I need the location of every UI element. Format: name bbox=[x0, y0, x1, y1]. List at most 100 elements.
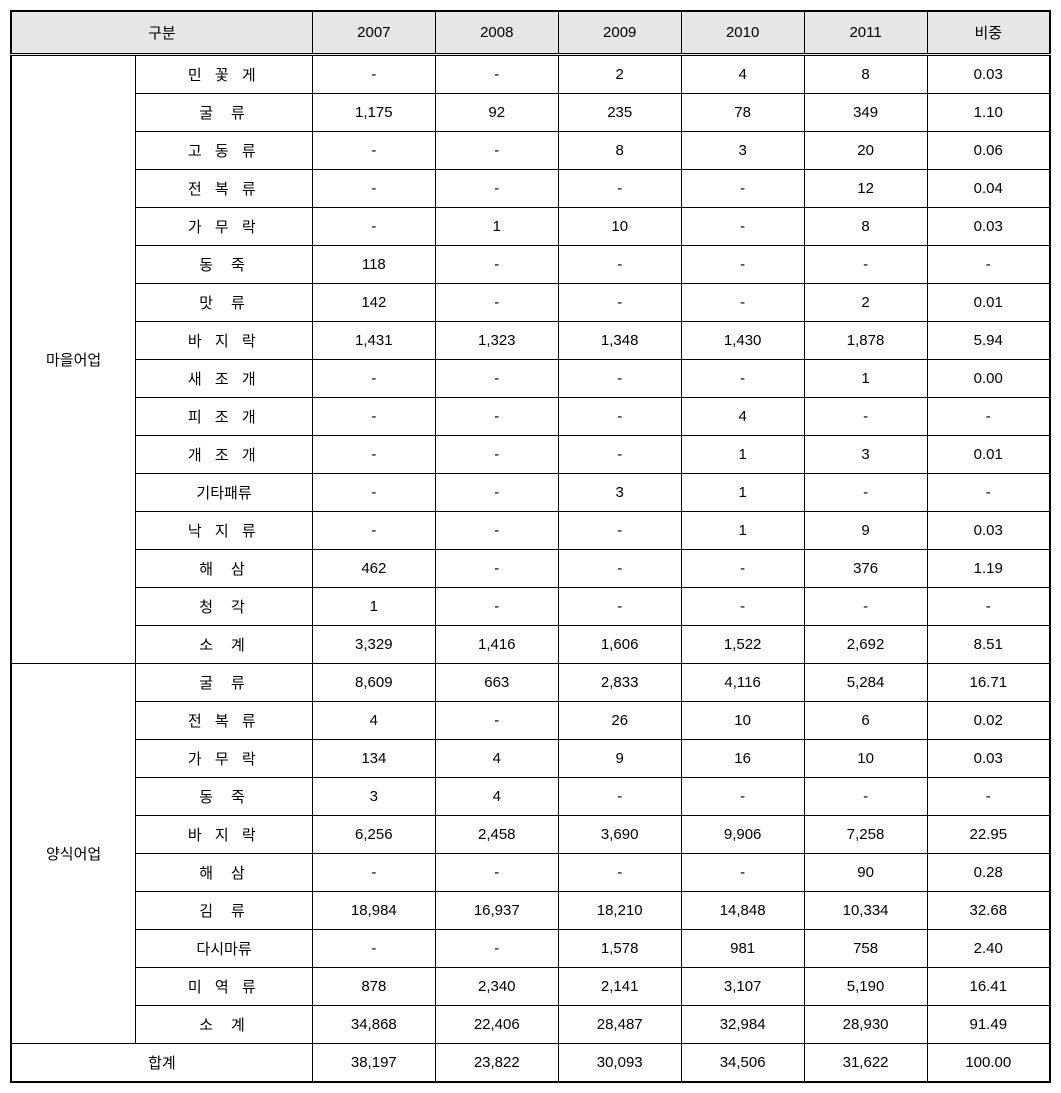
cell-value: 0.02 bbox=[927, 702, 1050, 740]
cell-value: 16.71 bbox=[927, 664, 1050, 702]
cell-value: - bbox=[681, 208, 804, 246]
cell-value: 3,690 bbox=[558, 816, 681, 854]
item-label: 가 무 락 bbox=[136, 740, 313, 778]
cell-value: 78 bbox=[681, 94, 804, 132]
cell-value: 8 bbox=[558, 132, 681, 170]
cell-value: - bbox=[927, 778, 1050, 816]
table-row: 소계3,3291,4161,6061,5222,6928.51 bbox=[11, 626, 1050, 664]
cell-value: 34,868 bbox=[312, 1006, 435, 1044]
cell-value: - bbox=[804, 588, 927, 626]
cell-value: 32.68 bbox=[927, 892, 1050, 930]
cell-value: 4 bbox=[435, 778, 558, 816]
table-row: 미 역 류8782,3402,1413,1075,19016.41 bbox=[11, 968, 1050, 1006]
cell-value: 4,116 bbox=[681, 664, 804, 702]
cell-value: - bbox=[312, 930, 435, 968]
table-row: 바 지 락6,2562,4583,6909,9067,25822.95 bbox=[11, 816, 1050, 854]
cell-value: 0.00 bbox=[927, 360, 1050, 398]
cell-value: 0.03 bbox=[927, 55, 1050, 94]
total-label: 합계 bbox=[11, 1044, 312, 1083]
total-value: 34,506 bbox=[681, 1044, 804, 1083]
cell-value: - bbox=[435, 55, 558, 94]
cell-value: - bbox=[435, 588, 558, 626]
cell-value: - bbox=[681, 360, 804, 398]
cell-value: - bbox=[435, 702, 558, 740]
cell-value: 92 bbox=[435, 94, 558, 132]
cell-value: - bbox=[558, 436, 681, 474]
cell-value: 3 bbox=[681, 132, 804, 170]
cell-value: - bbox=[927, 398, 1050, 436]
cell-value: - bbox=[312, 208, 435, 246]
cell-value: 1,431 bbox=[312, 322, 435, 360]
item-label: 굴류 bbox=[136, 94, 313, 132]
cell-value: 4 bbox=[312, 702, 435, 740]
item-label: 동죽 bbox=[136, 246, 313, 284]
cell-value: 0.03 bbox=[927, 740, 1050, 778]
cell-value: 3,107 bbox=[681, 968, 804, 1006]
total-value: 23,822 bbox=[435, 1044, 558, 1083]
cell-value: 9 bbox=[804, 512, 927, 550]
cell-value: - bbox=[312, 398, 435, 436]
item-label: 해삼 bbox=[136, 550, 313, 588]
header-2010: 2010 bbox=[681, 11, 804, 55]
cell-value: 2 bbox=[804, 284, 927, 322]
cell-value: 0.04 bbox=[927, 170, 1050, 208]
header-gubun: 구분 bbox=[11, 11, 312, 55]
table-row: 소계34,86822,40628,48732,98428,93091.49 bbox=[11, 1006, 1050, 1044]
cell-value: 663 bbox=[435, 664, 558, 702]
cell-value: 1,175 bbox=[312, 94, 435, 132]
total-value: 100.00 bbox=[927, 1044, 1050, 1083]
cell-value: 2,340 bbox=[435, 968, 558, 1006]
item-label: 굴류 bbox=[136, 664, 313, 702]
cell-value: 10 bbox=[558, 208, 681, 246]
table-row: 해삼462---3761.19 bbox=[11, 550, 1050, 588]
cell-value: 28,487 bbox=[558, 1006, 681, 1044]
cell-value: - bbox=[558, 588, 681, 626]
cell-value: 8.51 bbox=[927, 626, 1050, 664]
cell-value: 1.19 bbox=[927, 550, 1050, 588]
cell-value: - bbox=[435, 436, 558, 474]
cell-value: - bbox=[681, 854, 804, 892]
cell-value: - bbox=[558, 246, 681, 284]
cell-value: 5,284 bbox=[804, 664, 927, 702]
cell-value: 5,190 bbox=[804, 968, 927, 1006]
item-label: 소계 bbox=[136, 626, 313, 664]
cell-value: 18,210 bbox=[558, 892, 681, 930]
cell-value: - bbox=[558, 284, 681, 322]
cell-value: 462 bbox=[312, 550, 435, 588]
header-2009: 2009 bbox=[558, 11, 681, 55]
cell-value: 1.10 bbox=[927, 94, 1050, 132]
cell-value: - bbox=[435, 132, 558, 170]
cell-value: 16,937 bbox=[435, 892, 558, 930]
cell-value: - bbox=[558, 360, 681, 398]
table-row: 다시마류--1,5789817582.40 bbox=[11, 930, 1050, 968]
item-label: 민 꽃 게 bbox=[136, 55, 313, 94]
table-row: 기타패류--31-- bbox=[11, 474, 1050, 512]
cell-value: 0.06 bbox=[927, 132, 1050, 170]
cell-value: 2,833 bbox=[558, 664, 681, 702]
table-row: 고 동 류--83200.06 bbox=[11, 132, 1050, 170]
cell-value: 26 bbox=[558, 702, 681, 740]
cell-value: 18,984 bbox=[312, 892, 435, 930]
table-row: 굴류1,17592235783491.10 bbox=[11, 94, 1050, 132]
item-label: 김류 bbox=[136, 892, 313, 930]
item-label: 동죽 bbox=[136, 778, 313, 816]
item-label: 피 조 개 bbox=[136, 398, 313, 436]
cell-value: 22.95 bbox=[927, 816, 1050, 854]
cell-value: 12 bbox=[804, 170, 927, 208]
table-row: 해삼----900.28 bbox=[11, 854, 1050, 892]
cell-value: 1,606 bbox=[558, 626, 681, 664]
cell-value: - bbox=[312, 55, 435, 94]
cell-value: 1 bbox=[435, 208, 558, 246]
cell-value: 7,258 bbox=[804, 816, 927, 854]
cell-value: 6 bbox=[804, 702, 927, 740]
cell-value: 1 bbox=[804, 360, 927, 398]
item-label: 다시마류 bbox=[136, 930, 313, 968]
header-row: 구분 2007 2008 2009 2010 2011 비중 bbox=[11, 11, 1050, 55]
cell-value: - bbox=[927, 588, 1050, 626]
table-row: 양식어업굴류8,6096632,8334,1165,28416.71 bbox=[11, 664, 1050, 702]
total-value: 30,093 bbox=[558, 1044, 681, 1083]
header-2008: 2008 bbox=[435, 11, 558, 55]
cell-value: - bbox=[435, 512, 558, 550]
item-label: 전 복 류 bbox=[136, 170, 313, 208]
cell-value: 16.41 bbox=[927, 968, 1050, 1006]
